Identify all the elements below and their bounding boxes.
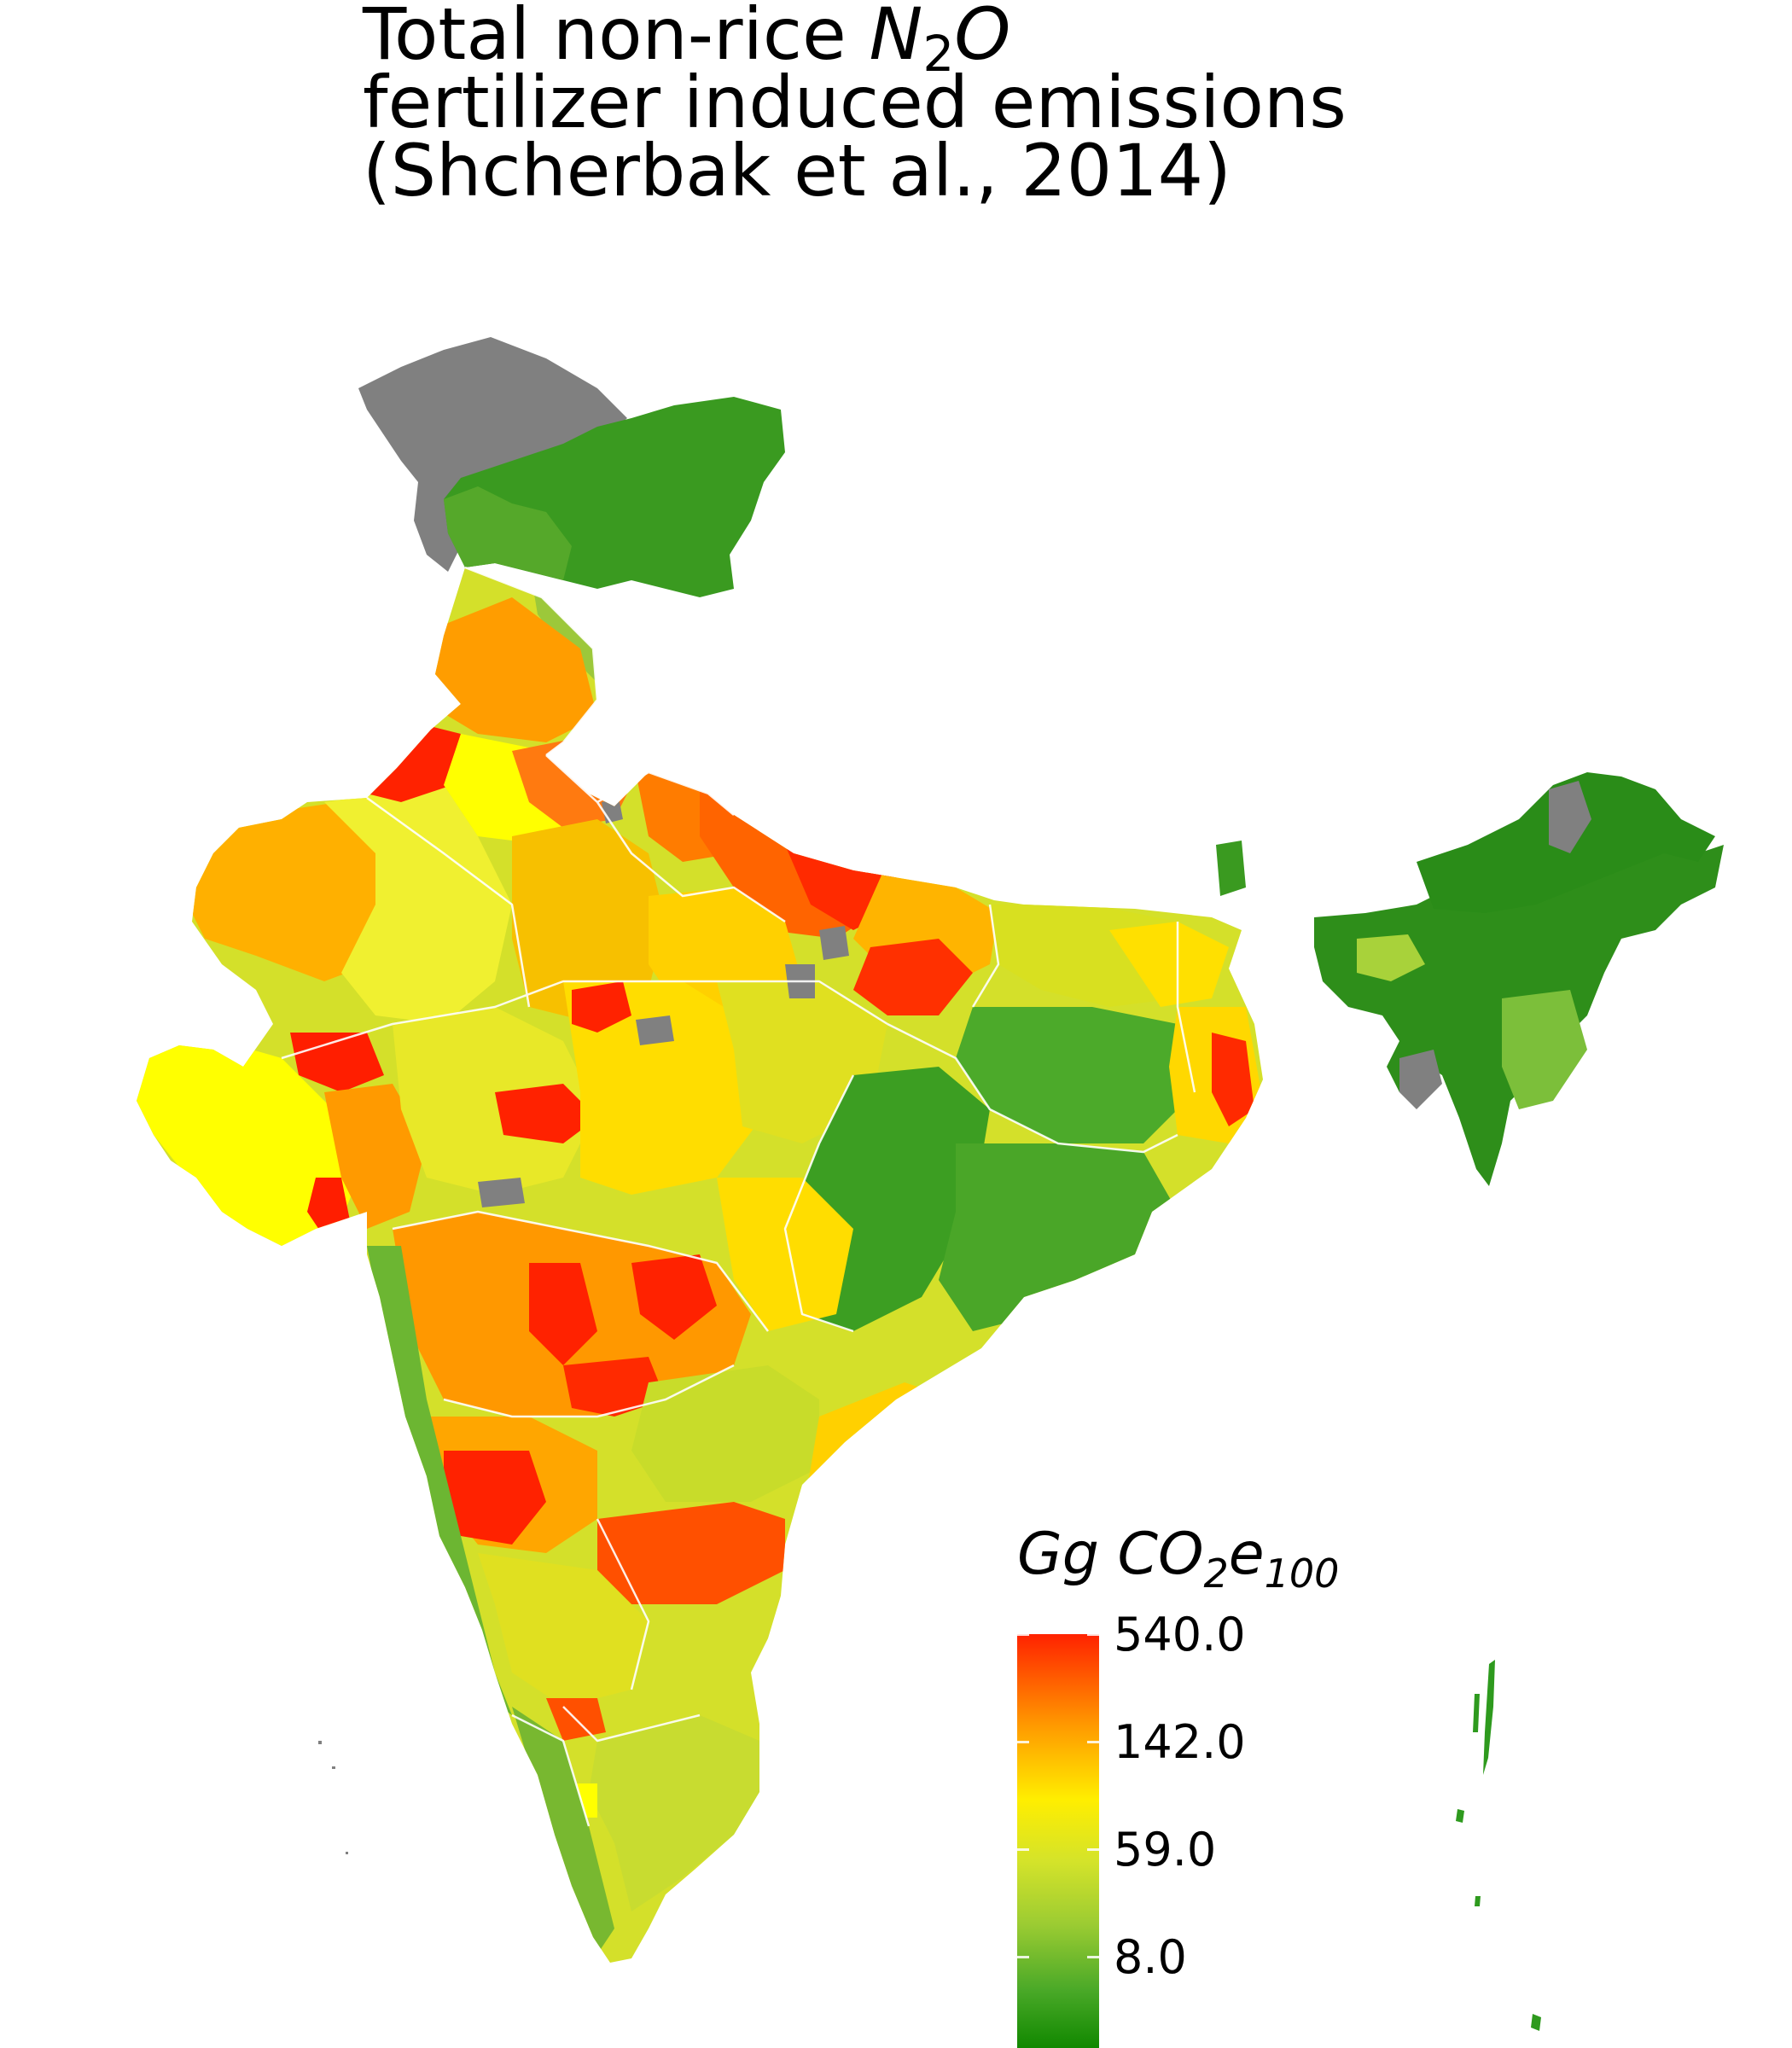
lakshadweep-islands [318,1741,348,1854]
region-maharashtra-east [717,1178,853,1331]
region-mp-red [495,1084,597,1143]
region-bengal-red [1212,1033,1254,1126]
title-line-2: fertilizer induced emissions [363,61,1347,144]
colorbar-label-8: 8.0 [1114,1930,1187,1984]
title-line-3: (Shcherbak et al., 2014) [363,129,1231,212]
title-line-1: Total non-rice N2O [363,0,1011,83]
region-mp-west [393,1007,597,1195]
region-west-coast [367,1246,512,1715]
region-uttarakhand [631,649,819,777]
region-jharkhand [956,1007,1195,1143]
region-ap-red [597,1502,785,1604]
region-nodata-spot-2 [819,926,849,960]
region-odisha [939,1143,1178,1331]
region-jammu [444,486,572,580]
region-rajasthan-east [512,819,666,1024]
region-karnataka-south [478,1553,649,1707]
andaman-nicobar-islands [1456,1660,1541,2031]
region-maharashtra-red-2 [631,1254,717,1340]
region-telangana [631,1365,819,1502]
region-up-red-2 [853,939,973,1015]
region-maharashtra-red-3 [563,1357,666,1417]
region-gujarat [137,1041,358,1246]
region-nodata-spot-5 [478,1178,525,1207]
region-sikkim [1216,841,1246,896]
region-karnataka-red [444,1451,546,1545]
state-borders [281,566,1196,1827]
region-tamilnadu [589,1715,759,1911]
region-tripura-mizoram [1502,990,1587,1109]
region-kerala [512,1707,614,1954]
region-bihar-east [1109,922,1229,1007]
region-rajasthan-central [324,785,512,1024]
region-nodata-spot-4 [636,1015,674,1045]
region-ne-nodata-2 [1399,1050,1442,1109]
region-gujarat-east [324,1084,427,1229]
map-title: Total non-rice N2O fertilizer induced em… [363,0,1347,212]
colorbar-label-540: 540.0 [1114,1608,1246,1661]
region-kashmir-nodata [358,337,627,572]
region-ne-light [1357,934,1425,981]
legend-title: Gg CO2e100 [1017,1521,1340,1597]
region-ne-nodata [1549,781,1591,853]
region-maharashtra-red-1 [529,1263,597,1365]
colorbar-label-59: 59.0 [1114,1823,1217,1876]
colorbar-label-142: 142.0 [1114,1715,1246,1769]
region-mp-red-2 [572,981,631,1033]
region-punjab [427,597,597,742]
colorbar [1017,1634,1099,2048]
region-mp-central [563,981,768,1195]
